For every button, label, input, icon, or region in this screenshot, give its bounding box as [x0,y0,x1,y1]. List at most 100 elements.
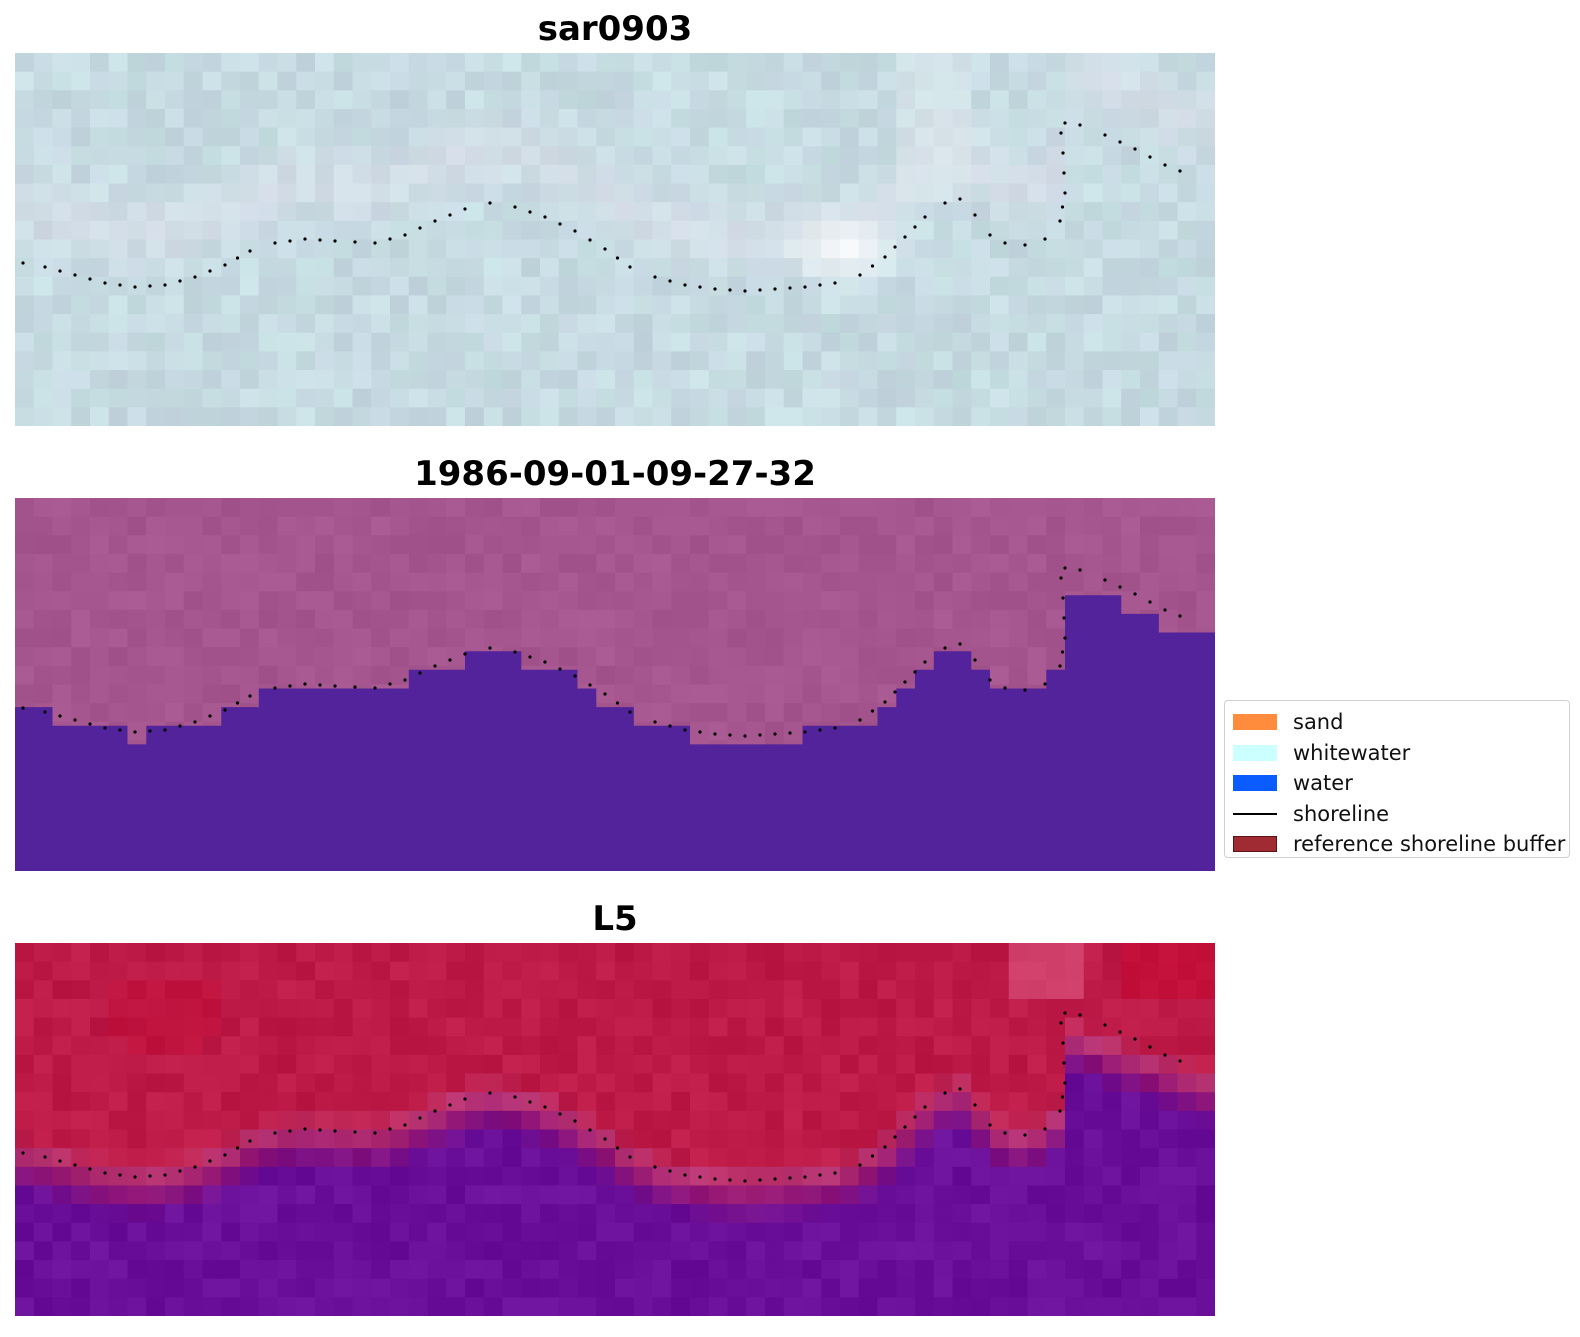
image-pixel [33,351,54,371]
image-pixel [258,1278,279,1298]
image-pixel [90,1148,110,1168]
image-pixel [821,146,841,166]
image-pixel [165,127,185,147]
image-pixel [521,591,541,611]
image-pixel [1008,516,1029,536]
image-pixel [840,572,860,592]
image-pixel [1046,535,1066,555]
shoreline-point [698,285,702,289]
image-pixel [1046,127,1066,147]
image-pixel [390,220,410,241]
shoreline-point [1178,169,1182,173]
image-pixel [1158,961,1179,981]
image-pixel [708,684,729,704]
image-pixel [971,498,991,518]
image-pixel [183,351,204,371]
image-pixel [90,108,110,129]
image-pixel [840,1166,860,1187]
image-pixel [1065,1278,1085,1298]
image-pixel [1177,1260,1197,1280]
image-pixel [746,1017,766,1037]
image-pixel [933,943,954,963]
shoreline-point [903,235,907,239]
image-pixel [221,943,241,963]
image-pixel [727,258,747,278]
image-pixel [165,998,185,1019]
image-pixel [408,127,429,147]
image-pixel [1177,314,1197,334]
image-pixel [1083,961,1104,981]
image-pixel [952,370,972,390]
image-pixel [690,665,710,686]
image-pixel [108,1241,129,1261]
image-pixel [1196,53,1215,73]
image-pixel [652,1129,672,1149]
image-pixel [146,516,166,536]
image-pixel [783,220,804,241]
image-pixel [390,239,410,259]
image-pixel [146,1204,166,1224]
image-pixel [1027,1110,1047,1131]
image-pixel [352,943,372,963]
image-pixel [952,388,972,408]
image-pixel [1027,276,1047,297]
image-pixel [408,1185,429,1205]
image-pixel [427,591,447,611]
image-pixel [633,220,654,241]
shoreline-point [1060,205,1065,209]
image-pixel [165,628,185,648]
image-pixel [971,943,991,963]
image-pixel [1177,90,1197,110]
image-pixel [390,665,410,686]
image-pixel [521,1166,541,1187]
image-pixel [1196,591,1215,611]
shoreline-point [858,1163,862,1167]
image-pixel [427,1166,447,1187]
image-pixel [577,1204,597,1224]
image-pixel [765,665,785,686]
image-pixel [333,258,354,278]
shoreline-point [803,730,807,734]
image-pixel [746,1129,766,1149]
image-pixel [971,1222,991,1242]
image-pixel [821,1185,841,1205]
image-pixel [540,351,560,371]
image-pixel [1158,276,1179,297]
image-pixel [1121,498,1141,518]
image-pixel [577,591,597,611]
image-pixel [746,1222,766,1242]
image-pixel [690,591,710,611]
image-pixel [202,591,222,611]
image-pixel [1158,332,1179,352]
image-pixel [1196,407,1215,426]
image-pixel [877,1204,897,1224]
image-pixel [1196,370,1215,390]
image-pixel [221,1166,241,1187]
image-pixel [240,314,260,334]
image-pixel [465,388,485,408]
shoreline-point [988,1123,992,1127]
shoreline-point [713,732,717,736]
image-pixel [1027,220,1047,241]
image-pixel [708,1017,729,1037]
image-pixel [821,295,841,315]
image-pixel [15,239,35,259]
shoreline-point [818,728,822,732]
image-pixel [1065,258,1085,278]
shoreline-point [588,1128,592,1132]
image-pixel [521,1278,541,1298]
image-pixel [1158,1185,1179,1205]
image-pixel [633,572,654,592]
image-pixel [427,220,447,241]
image-pixel [952,998,972,1019]
image-pixel [296,665,316,686]
image-pixel [1177,498,1197,518]
image-pixel [1083,1185,1104,1205]
image-pixel [1027,164,1047,185]
image-pixel [202,332,222,352]
image-pixel [427,239,447,259]
shoreline-point [788,286,792,290]
image-pixel [1121,1241,1141,1261]
image-pixel [652,276,672,297]
image-pixel [1102,388,1122,408]
